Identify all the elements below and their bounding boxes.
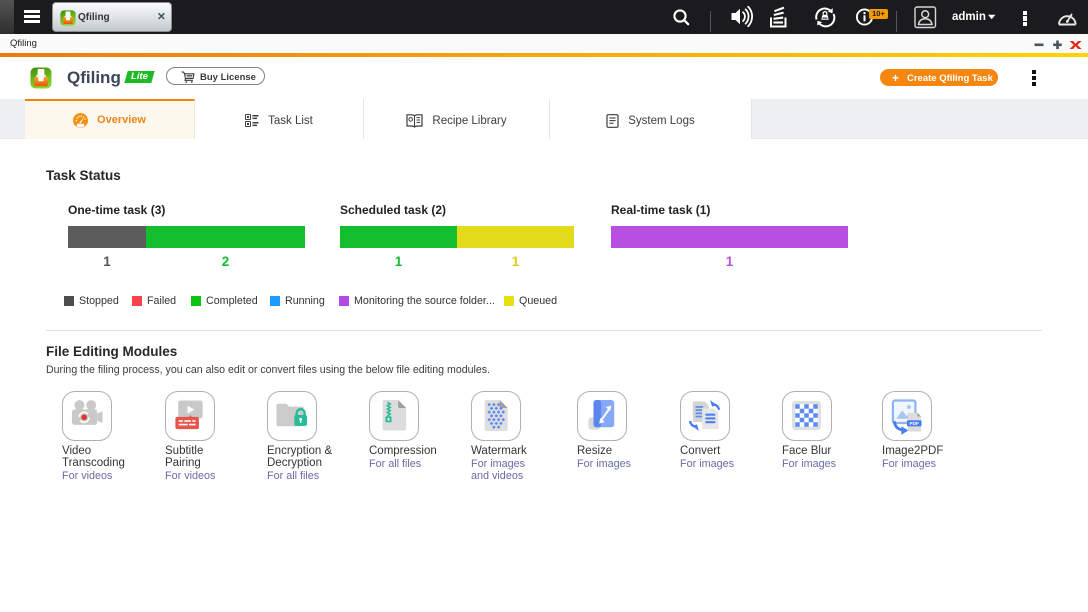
svg-text:PDF: PDF	[910, 421, 920, 426]
